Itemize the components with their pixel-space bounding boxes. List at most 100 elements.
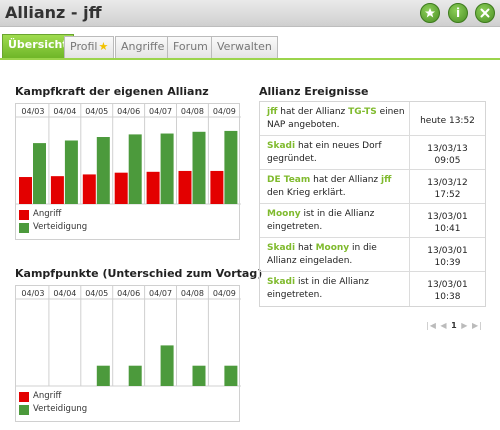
close-icon bbox=[480, 8, 490, 18]
kampfkraft-chart: 04/03 04/04 04/05 04/06 04/07 04/08 04/09 Angr… bbox=[15, 103, 241, 240]
entity-link[interactable]: Skadi bbox=[267, 277, 296, 287]
event-text-part: hat ein neues Dorf gegründet. bbox=[267, 141, 382, 164]
info-icon: i bbox=[455, 6, 461, 20]
bar-verteidigung bbox=[224, 365, 238, 386]
entity-link[interactable]: jff bbox=[381, 175, 392, 185]
prev-page-button[interactable]: ◀ bbox=[440, 321, 448, 330]
legend-item-angriff: Angriff bbox=[19, 390, 87, 403]
event-row: DE Team hat der Allianz jff den Krieg er… bbox=[260, 170, 485, 204]
event-time-part: 17:52 bbox=[434, 189, 461, 200]
bar-angriff bbox=[210, 170, 224, 204]
entity-link[interactable]: TG-TS bbox=[348, 107, 377, 117]
kampfkraft-title: Kampfkraft der eigenen Allianz bbox=[15, 85, 209, 98]
entity-link[interactable]: Skadi bbox=[267, 141, 296, 151]
entity-link[interactable]: Moony bbox=[267, 209, 301, 219]
tick-label: 04/04 bbox=[53, 289, 76, 298]
kampfpunkte-chart-svg: 04/03 04/04 04/05 04/06 04/07 04/08 04/09 bbox=[16, 286, 241, 387]
event-text-part: ist in die Allianz eingetreten. bbox=[267, 209, 375, 232]
tab-verwalten[interactable]: Verwalten bbox=[211, 36, 278, 58]
event-text: Skadi hat ein neues Dorf gegründet. bbox=[260, 136, 410, 169]
event-row: Skadi hat Moony in die Allianz eingelade… bbox=[260, 238, 485, 272]
tick-label: 04/09 bbox=[213, 107, 236, 116]
tab-bar: Übersicht Profil★ Angriffe Forum Verwalt… bbox=[0, 27, 500, 60]
event-time: 13/03/01 10:41 bbox=[410, 204, 485, 237]
event-time: 13/03/12 17:52 bbox=[410, 170, 485, 203]
bar-angriff bbox=[178, 170, 192, 204]
tick-label: 04/07 bbox=[149, 107, 172, 116]
event-row: jff hat der Allianz TG-TS einen NAP ange… bbox=[260, 102, 485, 136]
event-text: Moony ist in die Allianz eingetreten. bbox=[260, 204, 410, 237]
bar-verteidigung bbox=[192, 131, 206, 204]
legend-swatch-angriff bbox=[19, 209, 29, 220]
entity-link[interactable]: DE Team bbox=[267, 175, 311, 185]
tick-label: 04/05 bbox=[85, 289, 108, 298]
tick-label: 04/07 bbox=[149, 289, 172, 298]
event-time: heute 13:52 bbox=[410, 102, 485, 135]
current-page: 1 bbox=[451, 321, 458, 330]
bar-verteidigung bbox=[128, 365, 142, 386]
event-text-part: den Krieg erklärt. bbox=[267, 188, 346, 198]
events-table: jff hat der Allianz TG-TS einen NAP ange… bbox=[259, 101, 486, 307]
event-text-part: ist in die Allianz eingetreten. bbox=[267, 277, 369, 300]
next-page-button[interactable]: ▶ bbox=[461, 321, 469, 330]
bar-verteidigung bbox=[160, 133, 174, 204]
bar-angriff bbox=[114, 172, 128, 204]
last-page-button[interactable]: ▶| bbox=[471, 321, 483, 330]
pagination: |◀ ◀ 1 ▶ ▶| bbox=[426, 321, 483, 330]
event-text-part: hat bbox=[295, 243, 316, 253]
legend-item-verteidigung: Verteidigung bbox=[19, 403, 87, 416]
bar-angriff bbox=[50, 176, 64, 204]
kampfpunkte-title: Kampfpunkte (Unterschied zum Vortag) bbox=[15, 267, 263, 280]
bar-angriff bbox=[146, 171, 160, 204]
event-time-part: 13/03/01 bbox=[427, 280, 468, 290]
kampfpunkte-chart: 04/03 04/04 04/05 04/06 04/07 04/08 04/09 Angr… bbox=[15, 285, 241, 422]
event-time: 13/03/01 10:39 bbox=[410, 238, 485, 271]
first-page-button[interactable]: |◀ bbox=[426, 321, 437, 330]
bar-verteidigung bbox=[192, 365, 206, 386]
legend-swatch-angriff bbox=[19, 391, 29, 402]
favorite-button[interactable] bbox=[420, 3, 440, 23]
event-text: jff hat der Allianz TG-TS einen NAP ange… bbox=[260, 102, 410, 135]
tick-label: 04/09 bbox=[213, 289, 236, 298]
event-time-part: 13/03/13 bbox=[427, 143, 468, 154]
event-text-part: hat der Allianz bbox=[310, 175, 382, 185]
event-text: Skadi hat Moony in die Allianz eingelade… bbox=[260, 238, 410, 271]
event-time-part: 09:05 bbox=[434, 155, 461, 166]
tick-label: 04/08 bbox=[181, 289, 204, 298]
tick-label: 04/06 bbox=[117, 289, 140, 298]
legend-swatch-verteidigung bbox=[19, 222, 29, 233]
tick-label: 04/03 bbox=[21, 107, 44, 116]
tab-profil[interactable]: Profil★ bbox=[64, 36, 115, 58]
legend-item-verteidigung: Verteidigung bbox=[19, 221, 87, 234]
star-icon: ★ bbox=[98, 40, 109, 53]
entity-link[interactable]: jff bbox=[267, 107, 278, 117]
window-header: Allianz - jff i bbox=[0, 0, 500, 27]
info-button[interactable]: i bbox=[448, 3, 468, 23]
bar-verteidigung bbox=[96, 365, 110, 386]
event-time-part: 10:39 bbox=[434, 257, 461, 268]
event-time-part: 10:41 bbox=[434, 223, 461, 234]
tab-angriffe[interactable]: Angriffe bbox=[115, 36, 171, 58]
event-text-part: in die Allianz eingeladen. bbox=[267, 243, 377, 266]
event-time: 13/03/13 09:05 bbox=[410, 136, 485, 169]
bar-verteidigung bbox=[64, 140, 78, 204]
bar-verteidigung bbox=[128, 134, 142, 204]
entity-link[interactable]: Skadi bbox=[267, 243, 296, 253]
tick-label: 04/05 bbox=[85, 107, 108, 116]
tick-label: 04/03 bbox=[21, 289, 44, 298]
event-row: Skadi ist in die Allianz eingetreten. 13/… bbox=[260, 272, 485, 306]
event-text-part: hat der Allianz bbox=[277, 107, 349, 117]
star-icon bbox=[425, 8, 435, 18]
event-time: 13/03/01 10:38 bbox=[410, 272, 485, 306]
tab-forum[interactable]: Forum bbox=[167, 36, 214, 58]
tab-uebersicht[interactable]: Übersicht bbox=[2, 34, 74, 58]
entity-link[interactable]: Moony bbox=[315, 243, 350, 253]
bar-angriff bbox=[82, 174, 96, 204]
bar-verteidigung bbox=[224, 130, 238, 204]
tick-label: 04/08 bbox=[181, 107, 204, 116]
bar-verteidigung bbox=[96, 137, 110, 204]
event-time-part: heute 13:52 bbox=[420, 115, 475, 126]
close-button[interactable] bbox=[475, 3, 495, 23]
bar-angriff bbox=[19, 177, 32, 204]
event-text-part: einen NAP angeboten. bbox=[267, 107, 405, 130]
